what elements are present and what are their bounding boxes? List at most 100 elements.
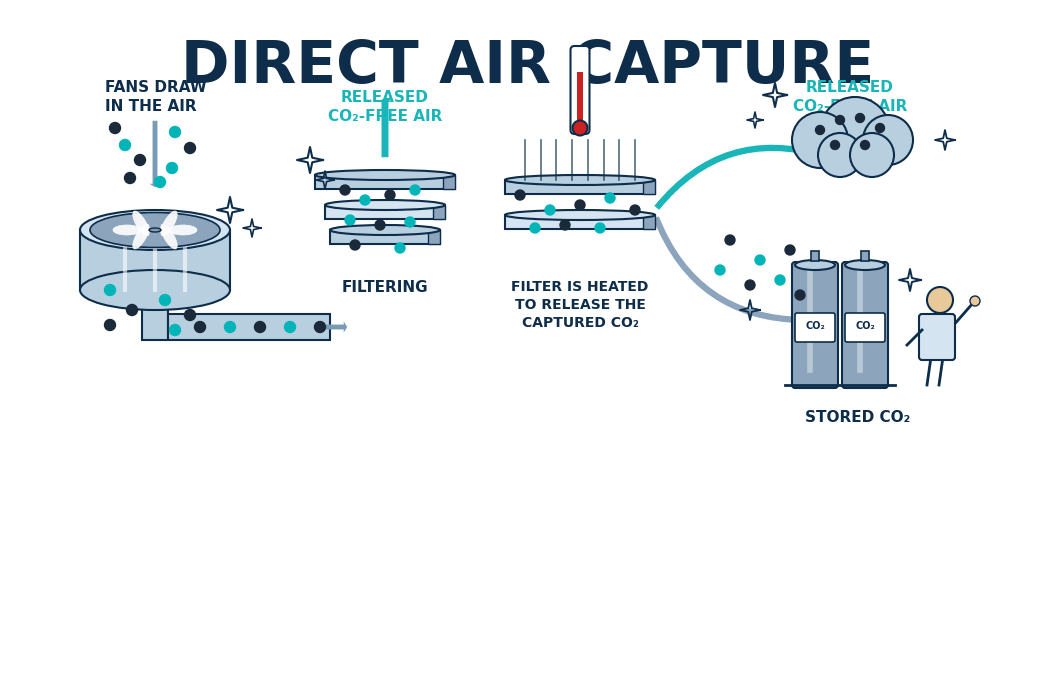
FancyBboxPatch shape	[842, 262, 888, 388]
Circle shape	[755, 255, 765, 265]
Circle shape	[863, 115, 913, 165]
FancyBboxPatch shape	[428, 230, 440, 244]
Ellipse shape	[133, 211, 149, 236]
Circle shape	[560, 220, 570, 230]
Text: RELEASED
CO₂-FREE AIR: RELEASED CO₂-FREE AIR	[327, 90, 442, 124]
Circle shape	[284, 321, 296, 332]
Ellipse shape	[113, 225, 142, 235]
Circle shape	[167, 162, 177, 174]
Circle shape	[185, 309, 195, 321]
Circle shape	[875, 123, 885, 132]
Ellipse shape	[845, 260, 885, 270]
Circle shape	[775, 275, 785, 285]
Circle shape	[835, 116, 845, 125]
Circle shape	[125, 172, 135, 183]
Circle shape	[119, 139, 131, 150]
FancyBboxPatch shape	[643, 180, 655, 194]
FancyBboxPatch shape	[329, 230, 440, 244]
Circle shape	[744, 280, 755, 290]
Ellipse shape	[161, 224, 177, 249]
Circle shape	[134, 155, 146, 165]
Bar	[168, 314, 329, 340]
Circle shape	[821, 97, 890, 167]
Circle shape	[105, 284, 115, 295]
Circle shape	[225, 321, 235, 332]
Circle shape	[795, 290, 805, 300]
Text: DIRECT AIR CAPTURE: DIRECT AIR CAPTURE	[182, 38, 874, 95]
FancyBboxPatch shape	[505, 180, 655, 194]
Text: FILTERING: FILTERING	[342, 280, 429, 295]
Circle shape	[170, 325, 181, 335]
Circle shape	[254, 321, 265, 332]
Ellipse shape	[795, 260, 835, 270]
Circle shape	[170, 127, 181, 137]
Circle shape	[572, 120, 587, 136]
Ellipse shape	[329, 225, 440, 235]
FancyBboxPatch shape	[570, 46, 589, 134]
Ellipse shape	[149, 228, 161, 232]
Circle shape	[545, 205, 555, 215]
Ellipse shape	[133, 224, 149, 249]
Circle shape	[630, 205, 640, 215]
Circle shape	[595, 223, 605, 233]
FancyBboxPatch shape	[433, 205, 445, 219]
Circle shape	[830, 141, 840, 150]
Circle shape	[576, 200, 585, 210]
Circle shape	[315, 321, 325, 332]
Circle shape	[185, 143, 195, 153]
Circle shape	[515, 190, 525, 200]
Ellipse shape	[161, 211, 177, 236]
Circle shape	[385, 190, 395, 200]
Circle shape	[127, 304, 137, 316]
Circle shape	[154, 176, 166, 188]
Text: STORED CO₂: STORED CO₂	[806, 410, 910, 425]
FancyBboxPatch shape	[792, 262, 838, 388]
FancyBboxPatch shape	[444, 175, 455, 189]
FancyBboxPatch shape	[325, 205, 445, 219]
FancyBboxPatch shape	[845, 313, 885, 342]
FancyBboxPatch shape	[919, 314, 955, 360]
Circle shape	[927, 287, 953, 313]
Circle shape	[194, 321, 206, 332]
Circle shape	[345, 215, 355, 225]
Text: FILTER IS HEATED
TO RELEASE THE
CAPTURED CO₂: FILTER IS HEATED TO RELEASE THE CAPTURED…	[511, 280, 648, 330]
Text: RELEASED
CO₂-FREE AIR: RELEASED CO₂-FREE AIR	[793, 80, 907, 113]
Text: FANS DRAW
IN THE AIR: FANS DRAW IN THE AIR	[105, 80, 207, 113]
Circle shape	[406, 217, 415, 227]
Circle shape	[725, 235, 735, 245]
Circle shape	[785, 245, 795, 255]
Circle shape	[605, 193, 615, 203]
Circle shape	[970, 296, 980, 306]
FancyBboxPatch shape	[315, 175, 455, 189]
Circle shape	[818, 133, 862, 177]
Ellipse shape	[505, 175, 655, 185]
Circle shape	[375, 220, 385, 230]
Bar	[811, 251, 819, 261]
Ellipse shape	[505, 210, 655, 220]
Circle shape	[715, 265, 725, 275]
Ellipse shape	[315, 170, 455, 180]
Circle shape	[792, 112, 848, 168]
Ellipse shape	[325, 200, 445, 210]
Bar	[142, 290, 168, 340]
Text: CO₂: CO₂	[805, 321, 825, 331]
Circle shape	[340, 185, 350, 195]
Circle shape	[815, 125, 825, 134]
Circle shape	[360, 195, 370, 205]
Circle shape	[159, 295, 170, 305]
Ellipse shape	[169, 225, 197, 235]
FancyBboxPatch shape	[80, 230, 230, 290]
FancyBboxPatch shape	[577, 72, 583, 122]
Circle shape	[850, 133, 894, 177]
Circle shape	[110, 122, 120, 134]
Circle shape	[410, 185, 420, 195]
Text: CO₂: CO₂	[855, 321, 874, 331]
Ellipse shape	[80, 270, 230, 310]
Circle shape	[530, 223, 540, 233]
Ellipse shape	[80, 210, 230, 250]
Bar	[861, 251, 869, 261]
Circle shape	[861, 141, 869, 150]
FancyBboxPatch shape	[643, 215, 655, 229]
Circle shape	[855, 113, 865, 122]
Ellipse shape	[90, 213, 220, 248]
